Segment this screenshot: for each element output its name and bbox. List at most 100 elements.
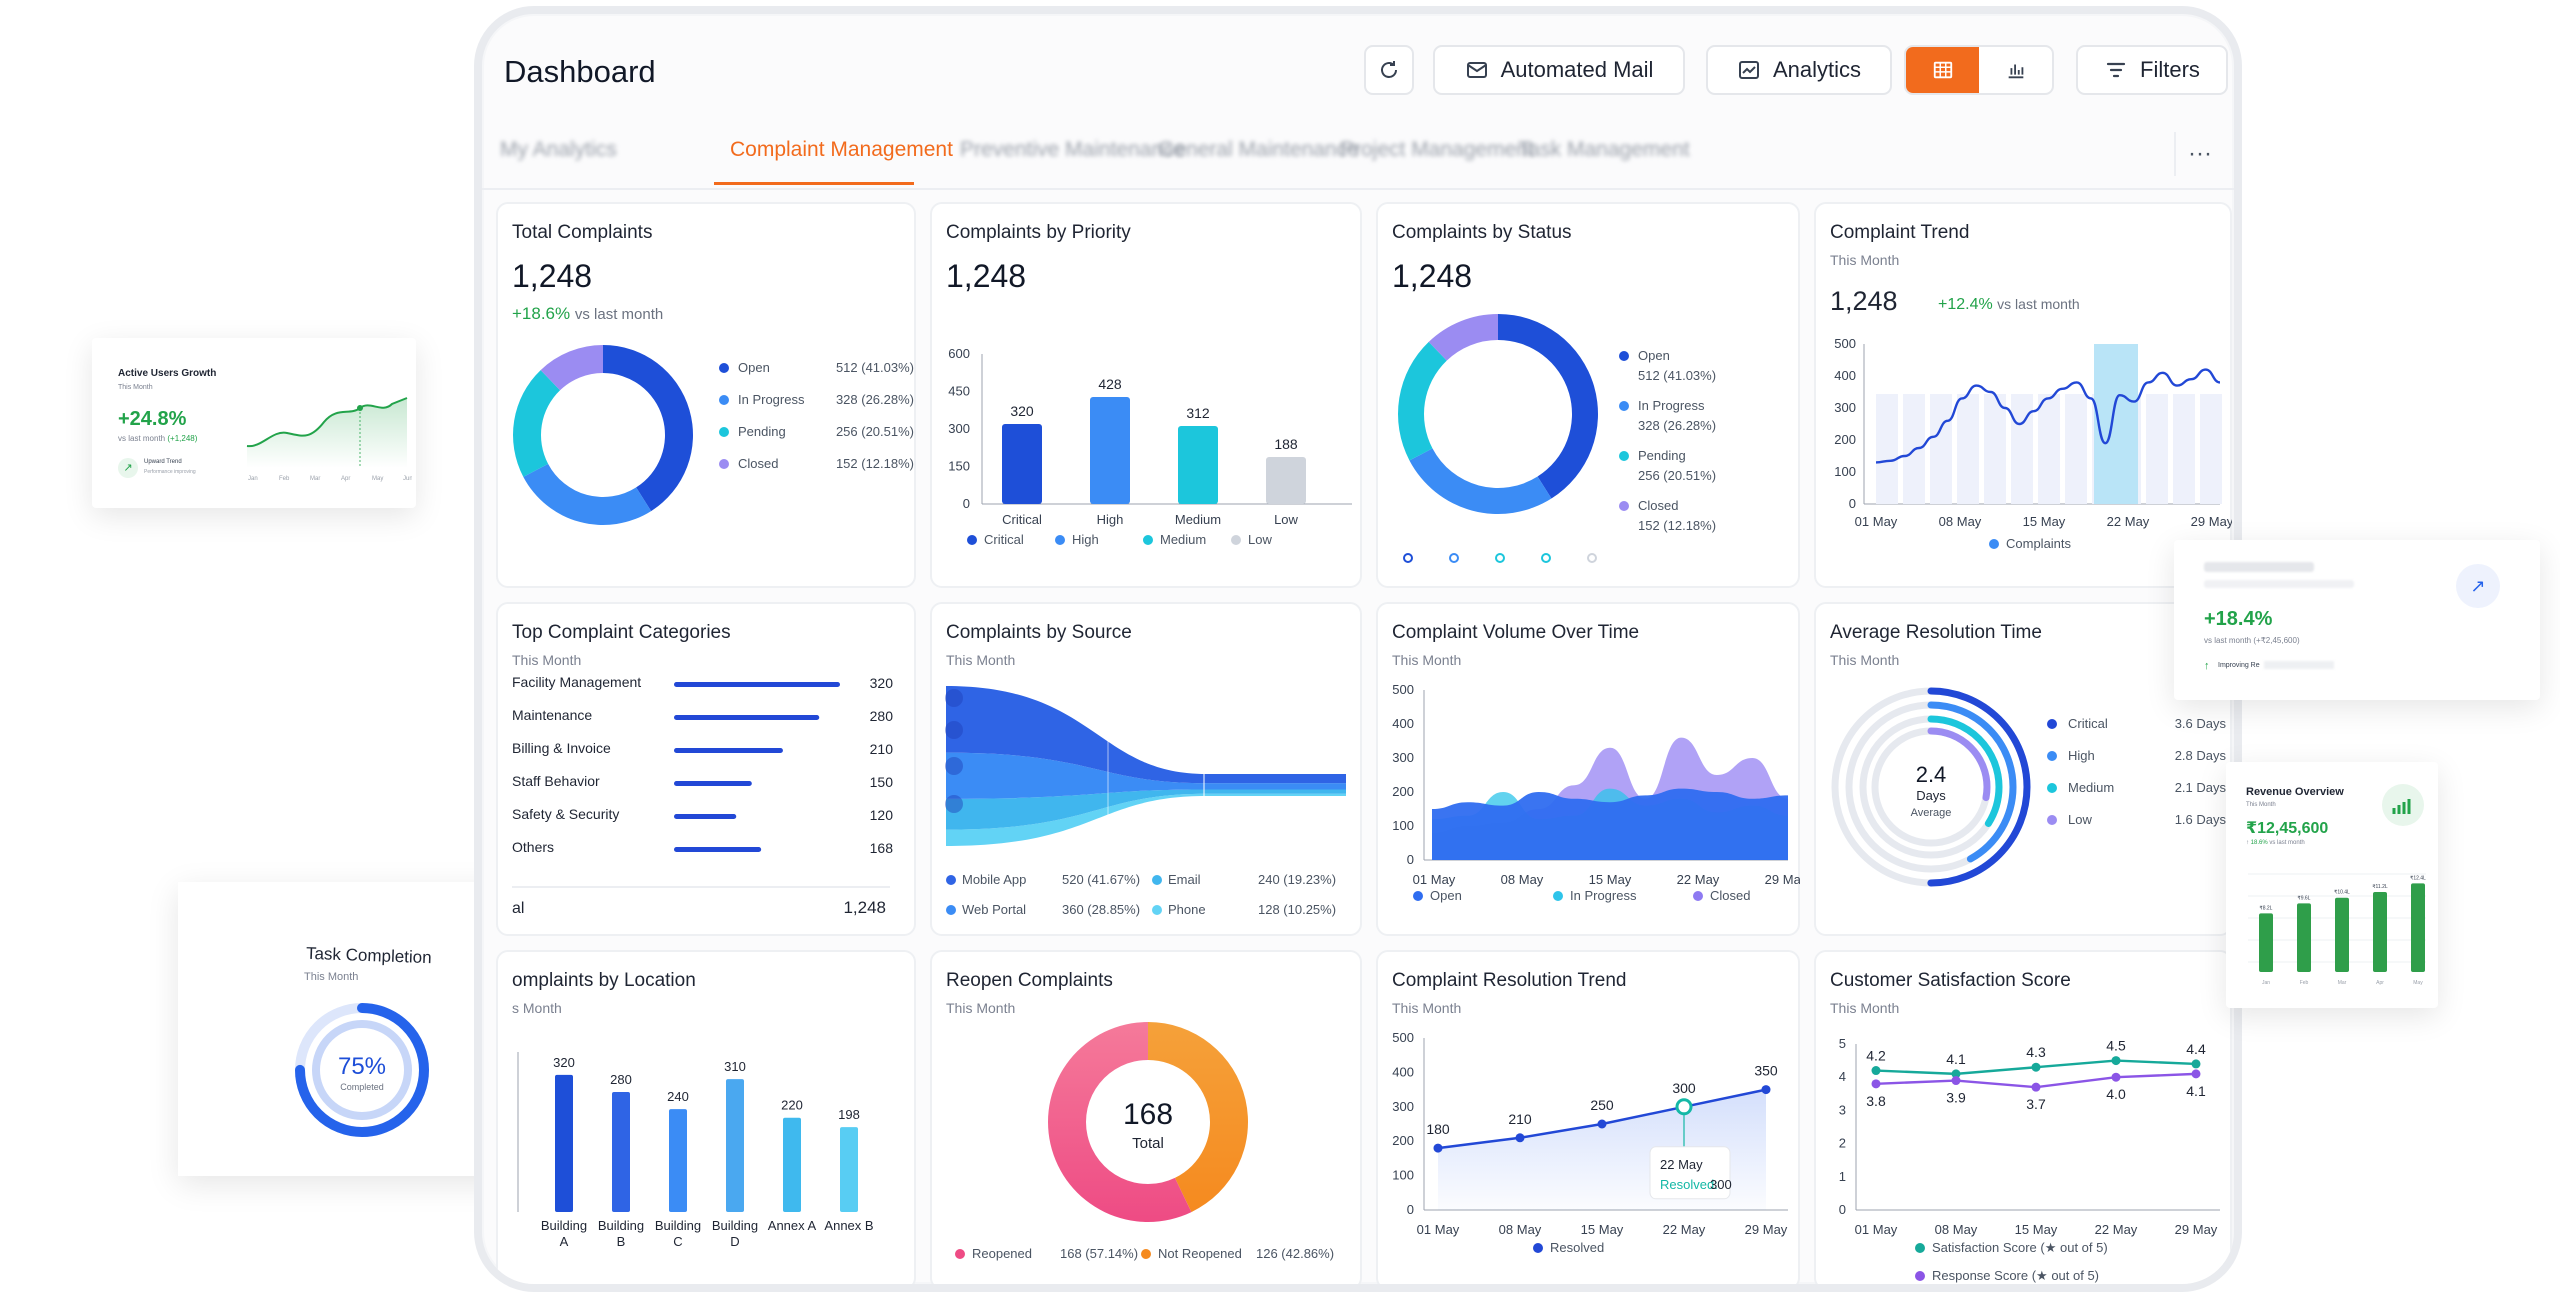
pagination-dot: [1495, 553, 1505, 563]
automated-mail-button[interactable]: Automated Mail: [1433, 45, 1685, 95]
more-tabs-button[interactable]: ···: [2174, 132, 2224, 176]
bar-value-label: 240: [667, 1089, 689, 1104]
resolution-trend-card: Complaint Resolution Trend This Month 50…: [1376, 950, 1800, 1284]
funnel-band-phone: [946, 793, 1346, 846]
revenue-card: Revenue Overview This Month ₹12,45,600 ↑…: [2226, 762, 2438, 1008]
tab-task-management[interactable]: Task Management: [1518, 138, 1690, 161]
bar-value-label: ₹12.4L: [2410, 875, 2426, 881]
x-tick-label: May: [2413, 980, 2423, 986]
active-users-point: [357, 405, 363, 411]
revenue-title: Revenue Overview: [2246, 786, 2344, 798]
total-change-value: +18.6%: [512, 304, 571, 323]
kpi-suffix-text: vs last month: [2204, 636, 2252, 645]
legend-label: Closed: [1710, 888, 1750, 903]
x-tick-label: 08 May: [1499, 1222, 1542, 1237]
y-tick-label: 500: [1392, 682, 1414, 697]
bar-value-label: 198: [838, 1107, 860, 1122]
table-icon: [1933, 61, 1952, 79]
donut-slice-closed: [1428, 314, 1498, 361]
resolution-legend: Critical 3.6 Days High 2.8 Days Medium 2.1 Da…: [2047, 716, 2226, 827]
active-users-x-axis: Jan Feb Mar Apr May Jun: [248, 476, 412, 482]
bar-value-label: 428: [1098, 376, 1122, 392]
bar-chart-icon: [2008, 64, 2023, 79]
y-tick-label: 450: [948, 384, 970, 399]
legend-value: 328 (26.28%): [1638, 418, 1716, 433]
category-label: Others: [512, 839, 554, 855]
bar-value-label: 188: [1274, 436, 1298, 452]
y-tick-label: 3: [1839, 1102, 1846, 1117]
x-tick-label: Apr: [2376, 980, 2384, 986]
bar-value-label: 220: [781, 1098, 803, 1113]
refresh-button[interactable]: [1364, 45, 1414, 95]
bar-value-label: 320: [553, 1055, 575, 1070]
y-tick-label: 400: [1392, 716, 1414, 731]
x-tick-label: Jun: [403, 476, 412, 482]
kpi-blurred-subtitle: [2204, 580, 2354, 588]
revenue-bar: [2259, 913, 2273, 972]
data-label: 3.7: [2026, 1096, 2046, 1112]
x-tick-label: Low: [1274, 512, 1298, 527]
pagination-dot: [1403, 553, 1413, 563]
trend-up-icon: ↗: [2456, 564, 2500, 608]
y-tick-label: 100: [1834, 464, 1856, 479]
x-tick-label: Annex A: [768, 1218, 817, 1233]
analytics-button[interactable]: Analytics: [1706, 45, 1892, 95]
x-tick-label: A: [560, 1234, 569, 1249]
filters-label: Filters: [2140, 57, 2200, 82]
tab-my-analytics[interactable]: My Analytics: [500, 138, 617, 161]
filters-button[interactable]: Filters: [2076, 45, 2228, 95]
legend-dot: [2047, 815, 2057, 825]
status-donut-chart: [1398, 314, 1598, 514]
bar-chart-icon: [2382, 784, 2424, 826]
legend-dot: [2047, 751, 2057, 761]
y-tick-label: 0: [1849, 496, 1856, 511]
active-users-foot2: Performance improving: [144, 469, 196, 475]
active-users-title: Active Users Growth: [118, 368, 217, 379]
legend-value: 512 (41.03%): [1638, 368, 1716, 383]
chart-view-button[interactable]: [1979, 47, 2052, 93]
legend-label: Open: [1430, 888, 1462, 903]
table-view-button[interactable]: [1906, 47, 1979, 93]
legend-label: In Progress: [1570, 888, 1637, 903]
location-bar-chart: 320BuildingA280BuildingB240BuildingC310B…: [517, 1052, 874, 1249]
status-value: 1,248: [1392, 258, 1473, 294]
card-title: omplaints by Location: [512, 970, 696, 991]
tab-preventive-maintenance[interactable]: Preventive Maintenance: [960, 138, 1186, 161]
data-label: 250: [1590, 1097, 1614, 1113]
active-users-card: Active Users Growth This Month +24.8% vs…: [92, 338, 416, 508]
bar-value-label: ₹9.6L: [2298, 895, 2311, 901]
data-label: 210: [1508, 1111, 1532, 1127]
data-point: [1951, 1069, 1961, 1079]
x-tick-label: 29 May: [1745, 1222, 1788, 1237]
x-tick-label: 15 May: [1589, 872, 1632, 887]
x-tick-label: Feb: [2300, 980, 2309, 986]
kpi-value: +18.4%: [2204, 608, 2273, 630]
card-subtitle: This Month: [1392, 652, 1462, 668]
legend-label: Mobile App: [962, 872, 1026, 887]
area-open: [1432, 788, 1788, 860]
background-bar: [2011, 394, 2033, 504]
legend-label: Low: [1248, 532, 1272, 547]
tab-general-maintenance[interactable]: General Maintenance: [1158, 138, 1359, 161]
revenue-bar: [2411, 883, 2425, 972]
card-title: Complaint Trend: [1830, 222, 1970, 243]
x-tick-label: High: [1097, 512, 1124, 527]
background-bar: [1930, 394, 1952, 504]
legend-label: Complaints: [2006, 536, 2072, 551]
center-value: 2.4: [1916, 762, 1947, 787]
revenue-value: ₹12,45,600: [2246, 820, 2329, 837]
y-tick-label: 150: [948, 459, 970, 474]
trend-card: Complaint Trend This Month 1,248 +12.4% …: [1814, 202, 2232, 588]
legend-label: Response Score (★ out of 5): [1932, 1268, 2099, 1283]
tab-project-management[interactable]: Project Management: [1340, 138, 1534, 161]
tab-complaint-management[interactable]: Complaint Management: [730, 138, 953, 161]
automated-mail-label: Automated Mail: [1500, 57, 1654, 82]
tooltip-date: 22 May: [1660, 1157, 1703, 1172]
legend-label: In Progress: [1638, 398, 1705, 413]
card-title: Total Complaints: [512, 222, 653, 243]
pagination-dot: [1541, 553, 1551, 563]
data-label: 180: [1426, 1121, 1450, 1137]
legend-label: High: [1072, 532, 1099, 547]
bar-location: [726, 1079, 744, 1212]
total-change: +18.6% vs last month: [512, 304, 663, 324]
